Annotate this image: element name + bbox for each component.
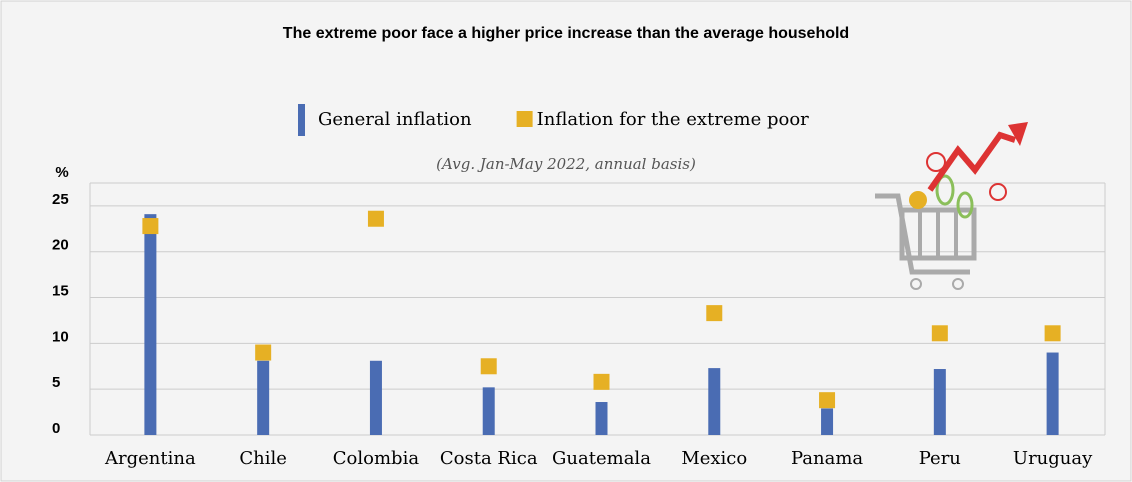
marker: [706, 305, 723, 322]
x-tick-label: Uruguay: [1013, 448, 1093, 469]
x-tick-label: Costa Rica: [440, 448, 538, 469]
marker: [367, 210, 384, 227]
marker: [931, 325, 948, 342]
bar: [257, 360, 270, 435]
legend-swatch: [298, 104, 305, 136]
x-tick-label: Mexico: [681, 448, 747, 469]
legend-label: General inflation: [318, 109, 472, 130]
marker: [142, 218, 159, 235]
y-tick-label: 20: [52, 237, 69, 254]
x-tick-label: Argentina: [104, 448, 196, 469]
x-tick-label: Colombia: [333, 448, 420, 469]
x-tick-label: Guatemala: [552, 448, 651, 469]
bar: [595, 402, 608, 435]
cart-icon: [875, 122, 1028, 290]
y-tick-label: 25: [52, 191, 69, 208]
y-axis-label: %: [55, 164, 68, 181]
chart-title: The extreme poor face a higher price inc…: [283, 25, 849, 42]
marker: [480, 358, 497, 375]
marker: [593, 373, 610, 390]
bar: [144, 214, 157, 435]
y-tick-label: 0: [52, 420, 60, 437]
y-tick-label: 10: [52, 328, 69, 345]
chart-subtitle: (Avg. Jan-May 2022, annual basis): [436, 155, 696, 173]
x-tick-label: Peru: [919, 448, 961, 469]
bar: [821, 408, 834, 435]
x-tick-label: Panama: [791, 448, 863, 469]
y-tick-label: 15: [52, 283, 69, 300]
y-tick-label: 5: [52, 374, 60, 391]
bar: [482, 387, 495, 435]
marker: [819, 392, 836, 409]
marker: [255, 344, 272, 361]
legend-swatch: [516, 111, 533, 127]
legend-label: Inflation for the extreme poor: [537, 109, 810, 130]
bar: [369, 360, 382, 435]
bar: [933, 369, 946, 435]
x-tick-label: Chile: [239, 448, 287, 469]
bar: [708, 368, 721, 435]
marker: [1044, 325, 1061, 342]
bar: [1046, 352, 1059, 435]
